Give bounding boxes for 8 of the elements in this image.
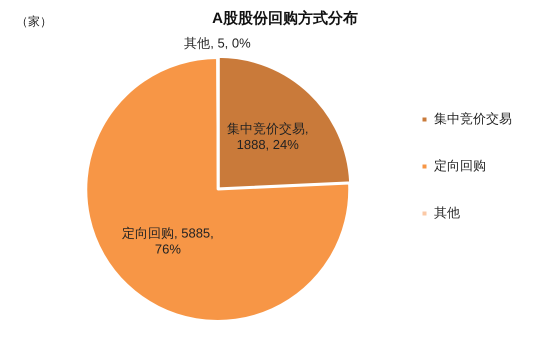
data-label: 定向回购, 5885, 76% <box>122 225 214 256</box>
data-label: 其他, 5, 0% <box>184 36 252 51</box>
text: （家） <box>16 14 52 28</box>
data-label: 集中竞价交易, 1888, 24% <box>226 120 309 152</box>
legend-label: 定向回购 <box>434 158 486 174</box>
chart-title: A股股份回购方式分布 <box>212 9 358 28</box>
legend-label: 其他 <box>434 205 460 220</box>
legend-label: 集中竞价交易 <box>434 111 512 126</box>
